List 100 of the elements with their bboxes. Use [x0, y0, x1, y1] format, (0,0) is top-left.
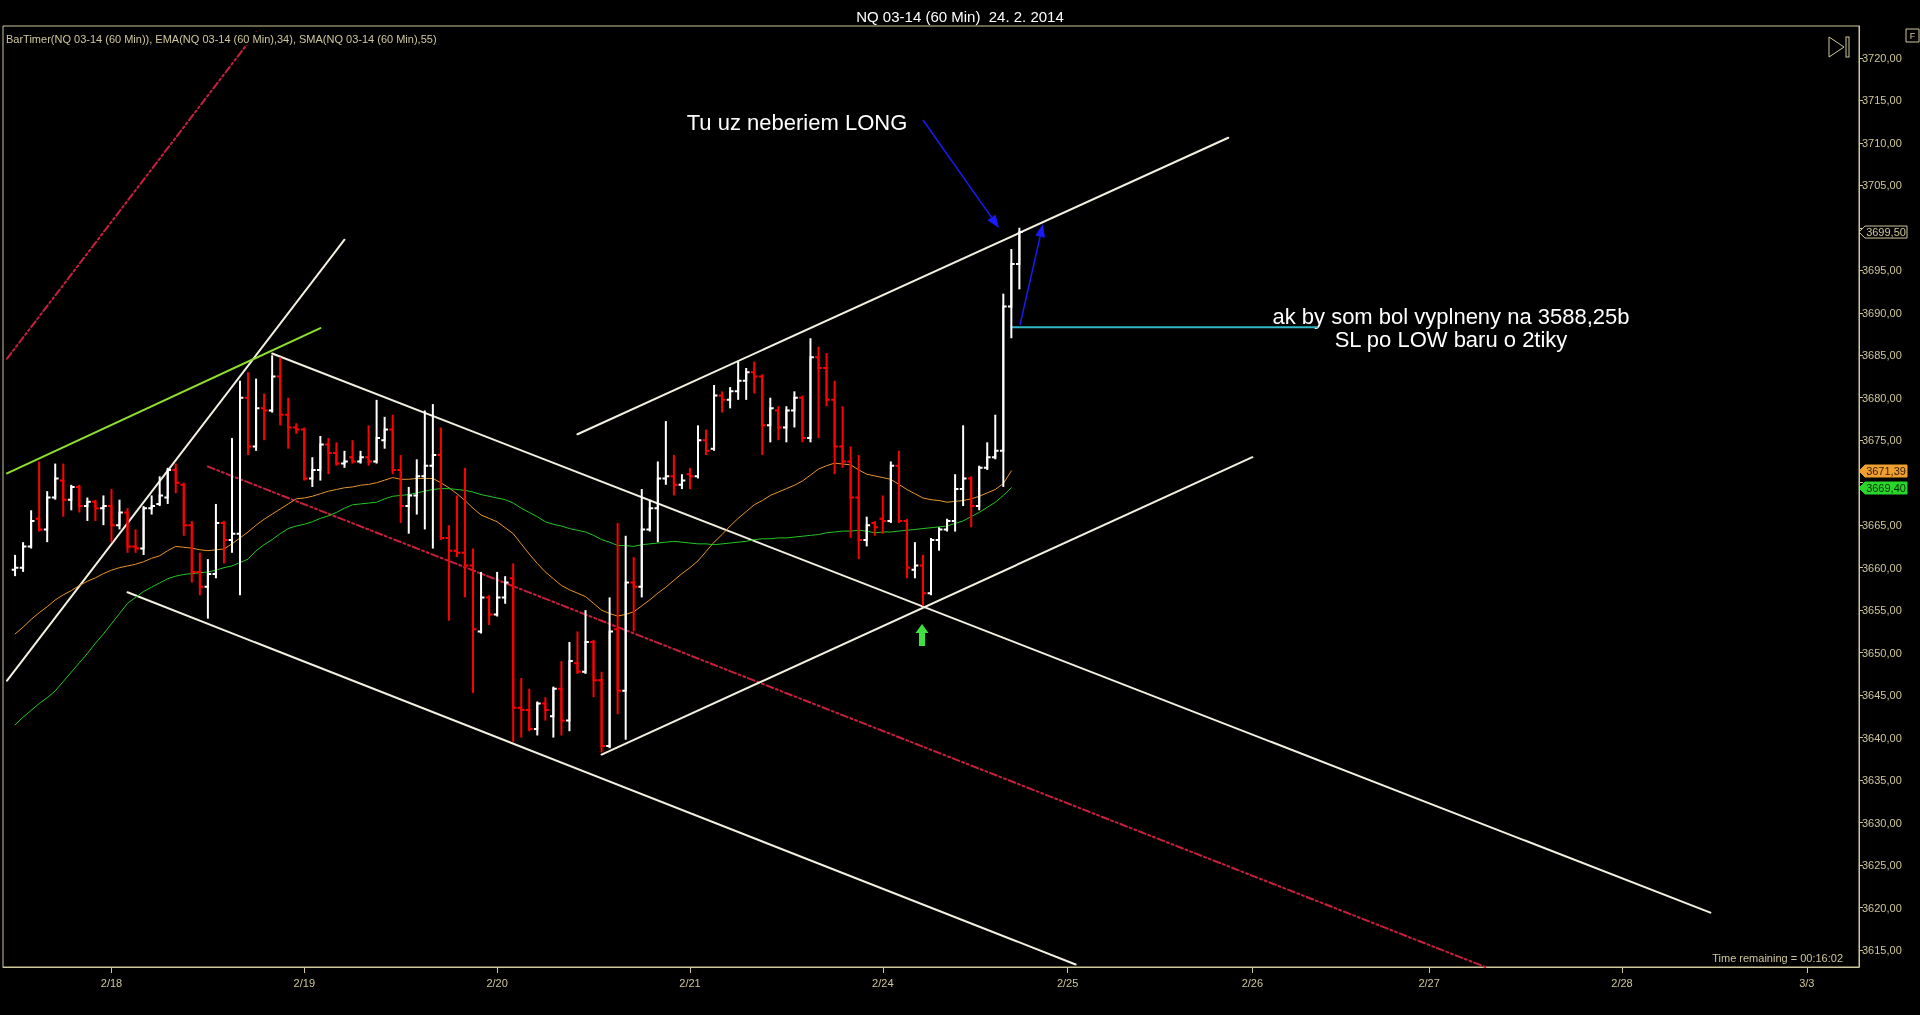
candlestick: [251, 377, 261, 452]
candlestick: [107, 488, 116, 544]
candlestick: [934, 526, 944, 552]
candlestick: [958, 424, 968, 508]
x-tick-label: 2/27: [1418, 976, 1440, 989]
candlestick: [380, 415, 390, 450]
candlestick: [532, 700, 542, 737]
candlestick: [798, 394, 807, 444]
y-tick-label: 3615,00: [1862, 944, 1902, 957]
candlestick: [605, 596, 614, 750]
y-tick-label: 3675,00: [1862, 434, 1902, 447]
candlestick: [460, 466, 470, 599]
line-series: [14, 462, 1012, 635]
y-tick-label: 3705,00: [1862, 179, 1902, 192]
candlestick: [348, 439, 357, 465]
candlestick: [966, 475, 976, 529]
candlestick: [163, 466, 173, 505]
x-tick-label: 2/19: [293, 976, 316, 989]
candlestick: [806, 337, 815, 444]
candlestick: [468, 547, 478, 694]
candlestick: [203, 558, 213, 620]
candlestick: [243, 371, 253, 457]
y-tick-label: 3645,00: [1862, 689, 1902, 702]
candlestick: [950, 473, 960, 533]
candlestick: [227, 437, 237, 554]
candlestick: [34, 460, 44, 533]
y-tick-label: 3680,00: [1862, 391, 1902, 404]
annotation: Tu uz neberiem LONG: [686, 109, 908, 135]
y-tick-label: 3710,00: [1862, 136, 1902, 149]
x-tick-label: 2/28: [1611, 976, 1633, 989]
y-tick-label: 3685,00: [1862, 349, 1902, 362]
text: BarTimer(NQ 03-14 (60 Min)), EMA(NQ 03-14 (60 Min),34), SMA(NQ 03-14 (60 Min),55): [6, 32, 437, 45]
candlestick: [878, 494, 888, 535]
annotation: ak by som bol vyplneny na 3588,25b: [1272, 303, 1630, 329]
candlestick: [910, 541, 920, 580]
candlestick: [765, 396, 775, 444]
candlestick: [219, 519, 229, 565]
x-tick-label: 2/26: [1241, 976, 1264, 989]
x-tick-label: 2/21: [679, 976, 701, 989]
candlestick: [693, 424, 703, 480]
candlestick: [862, 515, 872, 548]
candlestick: [171, 462, 181, 495]
candlestick: [364, 424, 373, 467]
candlestick: [886, 460, 896, 525]
candlestick: [58, 462, 68, 518]
candlestick: [621, 534, 631, 741]
candlestick: [476, 570, 486, 635]
candlestick: [211, 502, 221, 580]
x-tick-label: 2/20: [486, 976, 508, 989]
text: F: [1909, 30, 1916, 41]
candlestick: [709, 383, 719, 452]
candlestick: [894, 449, 904, 525]
candlestick: [549, 685, 558, 739]
candlestick: [613, 522, 623, 716]
x-tick-label: 2/24: [872, 976, 894, 989]
candlestick: [82, 496, 92, 522]
candlestick: [155, 475, 165, 508]
y-tick-label: 3640,00: [1862, 731, 1902, 744]
candlestick: [701, 428, 711, 457]
text: 3671,39: [1866, 465, 1906, 477]
candlestick: [918, 553, 928, 607]
candlestick: [669, 454, 679, 497]
candlestick: [74, 483, 84, 514]
candlestick: [99, 494, 108, 527]
candlestick: [18, 541, 28, 573]
x-tick-label: 3/3: [1799, 976, 1815, 989]
candlestick: [773, 405, 783, 442]
chart-title: NQ 03-14 (60 Min) 24. 2. 2014: [856, 8, 1064, 25]
annotation: Time remaining = 00:16:02: [1712, 952, 1843, 964]
y-tick-label: 3655,00: [1862, 604, 1902, 617]
candlestick: [66, 483, 76, 512]
line-series: [14, 487, 1012, 726]
y-tick-label: 3660,00: [1862, 561, 1902, 574]
x-tick-label: 2/18: [100, 976, 123, 989]
candlestick: [235, 379, 245, 597]
y-tick-label: 3650,00: [1862, 646, 1902, 659]
candlestick: [259, 392, 269, 442]
candlestick: [717, 390, 727, 414]
y-tick-label: 3635,00: [1862, 774, 1902, 787]
y-tick-label: 3630,00: [1862, 816, 1902, 829]
x-tick-label: 2/25: [1056, 976, 1079, 989]
candlestick: [629, 556, 639, 633]
candlestick: [91, 498, 100, 522]
y-tick-label: 3665,00: [1862, 519, 1902, 532]
candlestick: [557, 660, 566, 737]
candlestick: [436, 426, 446, 542]
candlestick: [484, 594, 494, 627]
y-tick-label: 3620,00: [1862, 901, 1902, 914]
y-tick-label: 3690,00: [1862, 306, 1902, 319]
y-tick-label: 3695,00: [1862, 264, 1902, 277]
text: 3669,40: [1866, 482, 1906, 494]
candlestick: [372, 398, 381, 465]
candlestick: [902, 517, 912, 580]
text: 3699,50: [1866, 226, 1906, 239]
candlestick: [581, 609, 590, 675]
candlestick: [267, 354, 277, 414]
candlestick: [444, 524, 454, 622]
candlestick: [115, 498, 124, 531]
candlestick: [565, 641, 574, 733]
y-tick-label: 3715,00: [1862, 94, 1902, 107]
